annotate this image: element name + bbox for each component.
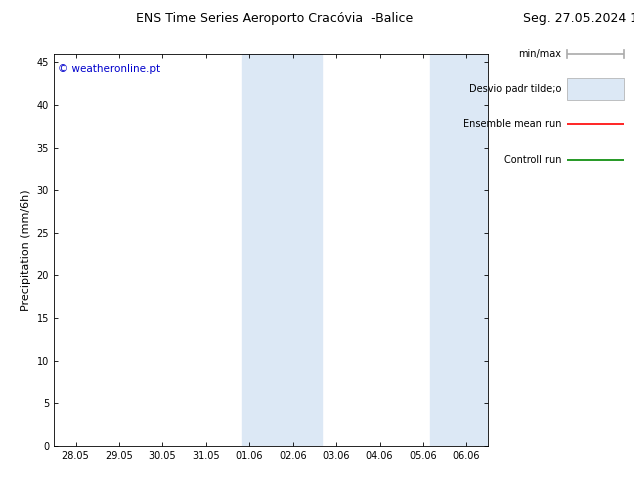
Text: Controll run: Controll run <box>503 155 561 165</box>
Text: Ensemble mean run: Ensemble mean run <box>463 120 561 129</box>
Text: ENS Time Series Aeroporto Cracóvia  -Balice: ENS Time Series Aeroporto Cracóvia -Bali… <box>136 12 413 25</box>
Text: min/max: min/max <box>518 49 561 59</box>
Bar <box>242 54 322 446</box>
Y-axis label: Precipitation (mm/6h): Precipitation (mm/6h) <box>21 189 31 311</box>
Text: © weatheronline.pt: © weatheronline.pt <box>58 64 160 74</box>
Text: Desvio padr tilde;o: Desvio padr tilde;o <box>469 84 561 94</box>
Text: Seg. 27.05.2024 15 UTC: Seg. 27.05.2024 15 UTC <box>523 12 634 25</box>
Bar <box>430 54 488 446</box>
